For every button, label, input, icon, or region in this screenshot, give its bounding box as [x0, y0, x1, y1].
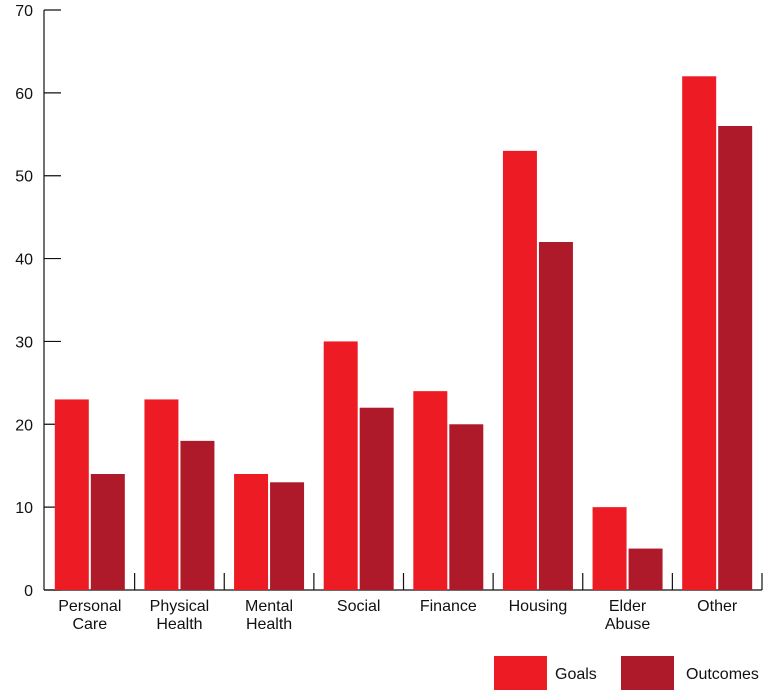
legend-swatch-outcomes: [621, 656, 674, 690]
x-category-label-line: Finance: [420, 598, 477, 615]
bar-outcomes: [90, 474, 125, 590]
bar-goals: [54, 399, 89, 590]
bar-outcomes: [359, 407, 394, 590]
legend: Goals Outcomes: [494, 656, 759, 690]
legend-swatch-goals: [494, 656, 547, 690]
bar-outcomes: [180, 440, 215, 590]
x-category-label: Other: [697, 598, 738, 615]
bar-outcomes: [718, 126, 753, 590]
x-category-label-line: Health: [246, 616, 292, 633]
x-category-label-line: Housing: [509, 598, 568, 615]
x-category-label: Mental Health: [245, 598, 293, 633]
x-category-label-line: Abuse: [605, 616, 650, 633]
bar-goals: [592, 507, 627, 590]
x-category-label-line: Personal: [58, 598, 121, 615]
x-category-label: Finance: [420, 598, 477, 615]
bar-goals: [234, 474, 269, 590]
y-tick-label: 70: [15, 3, 33, 20]
bars: [54, 76, 753, 591]
x-category-label: Physical Health: [150, 598, 210, 633]
x-category-label-line: Health: [156, 616, 202, 633]
bar-goals: [502, 150, 537, 590]
x-category-label: Personal Care: [58, 598, 121, 633]
y-tick-label: 60: [15, 86, 33, 103]
bar-goals: [323, 341, 358, 590]
x-category-label-line: Care: [72, 616, 107, 633]
x-category-label: Elder Abuse: [605, 598, 650, 633]
y-tick-label: 50: [15, 169, 33, 186]
y-tick-label: 40: [15, 252, 33, 269]
x-category-label-line: Elder: [609, 598, 647, 615]
y-axis: 0 10 20 30 40 50 60 70: [15, 3, 61, 600]
bar-outcomes: [538, 242, 573, 590]
x-category-label-line: Social: [337, 598, 381, 615]
y-tick-label: 30: [15, 334, 33, 351]
y-tick-label: 10: [15, 500, 33, 517]
bar-outcomes: [270, 482, 305, 590]
legend-label-outcomes: Outcomes: [686, 666, 759, 683]
legend-label-goals: Goals: [555, 666, 597, 683]
x-category-label-line: Other: [697, 598, 738, 615]
bar-goals: [144, 399, 179, 590]
bar-goals: [682, 76, 717, 591]
bar-goals: [413, 391, 448, 590]
y-tick-label: 0: [24, 583, 33, 600]
x-category-label: Housing: [509, 598, 568, 615]
bar-outcomes: [449, 424, 484, 590]
x-category-label-line: Physical: [150, 598, 210, 615]
x-category-label: Social: [337, 598, 381, 615]
y-tick-label: 20: [15, 417, 33, 434]
bar-outcomes: [628, 548, 663, 590]
x-category-label-line: Mental: [245, 598, 293, 615]
